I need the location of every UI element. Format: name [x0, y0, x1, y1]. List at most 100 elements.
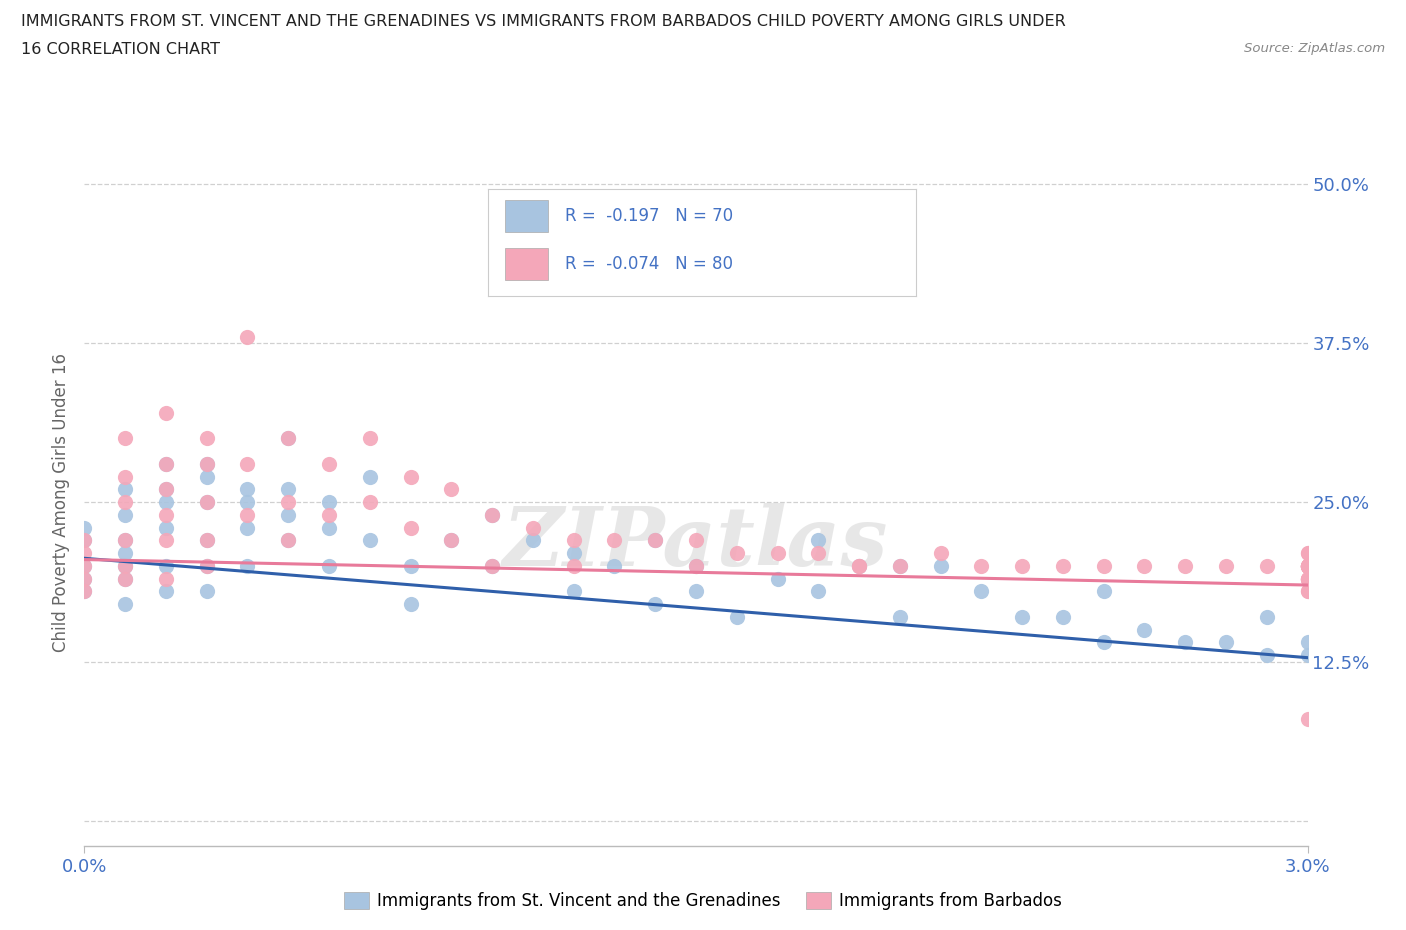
Point — [1133, 622, 1156, 637]
Point — [1092, 559, 1115, 574]
Point — [155, 571, 177, 586]
Point — [73, 559, 96, 574]
Point — [1215, 559, 1237, 574]
Point — [277, 533, 299, 548]
Point — [114, 571, 136, 586]
Point — [73, 546, 96, 561]
Point — [1215, 635, 1237, 650]
Point — [1296, 559, 1319, 574]
Point — [114, 559, 136, 574]
Point — [73, 520, 96, 535]
Point — [562, 559, 585, 574]
Point — [73, 533, 96, 548]
Point — [522, 520, 544, 535]
Point — [277, 495, 299, 510]
Point — [236, 495, 259, 510]
Point — [155, 457, 177, 472]
Text: Source: ZipAtlas.com: Source: ZipAtlas.com — [1244, 42, 1385, 55]
Point — [1296, 711, 1319, 726]
Point — [725, 609, 748, 624]
Point — [114, 571, 136, 586]
Point — [970, 559, 993, 574]
Point — [481, 508, 503, 523]
Point — [114, 559, 136, 574]
Point — [155, 584, 177, 599]
Point — [114, 533, 136, 548]
Text: IMMIGRANTS FROM ST. VINCENT AND THE GRENADINES VS IMMIGRANTS FROM BARBADOS CHILD: IMMIGRANTS FROM ST. VINCENT AND THE GREN… — [21, 14, 1066, 29]
Point — [1174, 635, 1197, 650]
Point — [562, 533, 585, 548]
Point — [1296, 571, 1319, 586]
Point — [195, 470, 218, 485]
Point — [73, 533, 96, 548]
Point — [114, 482, 136, 497]
Point — [236, 508, 259, 523]
Point — [318, 520, 340, 535]
Point — [562, 584, 585, 599]
Point — [236, 482, 259, 497]
Point — [889, 609, 911, 624]
Point — [399, 597, 422, 612]
Point — [399, 470, 422, 485]
Point — [1296, 584, 1319, 599]
Point — [236, 520, 259, 535]
Point — [644, 533, 666, 548]
Legend: Immigrants from St. Vincent and the Grenadines, Immigrants from Barbados: Immigrants from St. Vincent and the Gren… — [337, 885, 1069, 917]
Point — [848, 559, 870, 574]
Point — [359, 431, 381, 445]
Point — [236, 457, 259, 472]
Point — [970, 584, 993, 599]
Point — [1296, 571, 1319, 586]
Point — [929, 546, 952, 561]
Y-axis label: Child Poverty Among Girls Under 16: Child Poverty Among Girls Under 16 — [52, 352, 70, 652]
Point — [929, 559, 952, 574]
Point — [1296, 559, 1319, 574]
Point — [277, 482, 299, 497]
Point — [1296, 571, 1319, 586]
Point — [1092, 635, 1115, 650]
Point — [1296, 559, 1319, 574]
Point — [195, 559, 218, 574]
Point — [318, 495, 340, 510]
Point — [155, 520, 177, 535]
Point — [195, 533, 218, 548]
Point — [1296, 647, 1319, 662]
Point — [766, 571, 789, 586]
Point — [440, 533, 463, 548]
Point — [236, 559, 259, 574]
Point — [155, 482, 177, 497]
Point — [155, 533, 177, 548]
Point — [359, 470, 381, 485]
Point — [114, 546, 136, 561]
Point — [1256, 647, 1278, 662]
Point — [399, 559, 422, 574]
Point — [195, 431, 218, 445]
Point — [318, 457, 340, 472]
Point — [1052, 609, 1074, 624]
Point — [481, 559, 503, 574]
Point — [1296, 571, 1319, 586]
Point — [1296, 635, 1319, 650]
Point — [73, 571, 96, 586]
Point — [1296, 559, 1319, 574]
Point — [359, 495, 381, 510]
Point — [1296, 559, 1319, 574]
Point — [1296, 571, 1319, 586]
Point — [155, 482, 177, 497]
Point — [644, 533, 666, 548]
Point — [236, 329, 259, 344]
Point — [848, 559, 870, 574]
Point — [114, 470, 136, 485]
Point — [114, 508, 136, 523]
Point — [359, 533, 381, 548]
Point — [155, 495, 177, 510]
Point — [195, 495, 218, 510]
Point — [195, 584, 218, 599]
Point — [603, 533, 626, 548]
Point — [807, 546, 830, 561]
Point — [114, 533, 136, 548]
Text: ZIPatlas: ZIPatlas — [503, 503, 889, 583]
Point — [1133, 559, 1156, 574]
Point — [1296, 559, 1319, 574]
Point — [277, 508, 299, 523]
